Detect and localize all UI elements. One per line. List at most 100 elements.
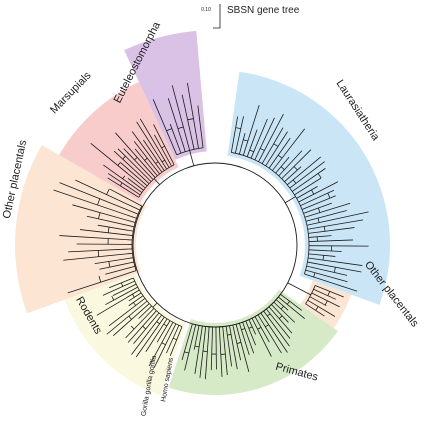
branch-leaf-marsupials: [127, 177, 144, 191]
branch-leaf-laurasiatheria: [275, 156, 290, 174]
branch-leaf-marsupials: [131, 131, 163, 173]
branch-leaf-other-placentals-left: [109, 188, 142, 207]
branch-leaf-laurasiatheria: [281, 149, 312, 180]
sector-laurasiatheria: [227, 71, 391, 305]
branch-node-rodents: [111, 296, 115, 301]
branch-leaf-marsupials: [153, 134, 172, 167]
branch-leaf-rodents: [102, 280, 135, 296]
scale-bar: 0.10: [201, 4, 221, 29]
branch-leaf-laurasiatheria: [305, 210, 347, 222]
branch-leaf-primates: [239, 323, 250, 356]
branch-leaf-other-placentals-right: [305, 303, 325, 317]
branch-leaf-euteleostomorpha: [169, 123, 182, 154]
branch-leaf-laurasiatheria: [304, 273, 358, 292]
branch-node-marsupials: [117, 162, 121, 166]
branch-leaf-laurasiatheria: [289, 161, 325, 189]
branch-leaf-rodents: [133, 312, 160, 344]
branch-leaf-primates: [194, 325, 203, 375]
branch-leaf-marsupials: [133, 141, 160, 175]
branch-leaf-primates: [251, 317, 272, 357]
branch-leaf-laurasiatheria: [250, 118, 268, 159]
branch-leaf-laurasiatheria: [265, 131, 288, 167]
branch-leaf-rodents: [108, 277, 134, 289]
branch-node-laurasiatheria: [317, 173, 322, 179]
branch-leaf-euteleostomorpha: [187, 82, 199, 149]
branch-leaf-laurasiatheria: [294, 177, 322, 196]
branch-leaf-laurasiatheria: [306, 211, 369, 226]
branch-arc-rodents: [133, 277, 183, 327]
branch-leaf-rodents: [169, 326, 183, 356]
branch-leaf-laurasiatheria: [261, 127, 284, 164]
branch-leaf-laurasiatheria: [258, 113, 284, 162]
branch-leaf-laurasiatheria: [230, 116, 239, 153]
branch-leaf-laurasiatheria: [308, 239, 354, 242]
branch-leaf-marsupials: [107, 177, 139, 198]
branch-stem-other-placentals-right: [287, 282, 311, 296]
branch-leaf-laurasiatheria: [308, 249, 342, 252]
branch-leaf-laurasiatheria: [238, 133, 246, 155]
branch-stem-laurasiatheria: [285, 196, 296, 204]
branch-leaf-primates: [280, 294, 303, 311]
branch-leaf-laurasiatheria: [307, 261, 362, 273]
branch-leaf-other-placentals-left: [72, 204, 136, 223]
branch-stem-euteleostomorpha: [189, 150, 195, 166]
branch-leaf-primates: [242, 322, 255, 354]
branch-leaf-rodents: [127, 310, 157, 343]
branch-leaf-laurasiatheria: [307, 219, 364, 230]
branch-leaf-laurasiatheria: [308, 253, 336, 257]
branch-leaf-rodents: [96, 289, 140, 316]
branch-leaf-rodents: [128, 295, 144, 307]
branch-leaf-primates: [229, 325, 238, 370]
branch-leaf-euteleostomorpha: [167, 98, 186, 152]
branch-leaf-rodents: [112, 283, 137, 297]
branch-leaf-rodents: [108, 298, 146, 327]
branch-leaf-laurasiatheria: [246, 129, 258, 157]
branch-leaf-primates: [278, 296, 305, 319]
branch-leaf-primates: [273, 301, 296, 323]
branch-leaf-marsupials: [113, 150, 150, 184]
branch-leaf-laurasiatheria: [303, 202, 332, 214]
branch-leaf-primates: [210, 326, 213, 371]
branch-leaf-primates: [222, 326, 228, 376]
branch-leaf-laurasiatheria: [308, 227, 355, 234]
branch-leaf-primates: [193, 325, 200, 350]
branch-leaf-laurasiatheria: [304, 202, 351, 218]
branch-leaf-primates: [181, 323, 193, 361]
branch-leaf-marsupials: [120, 162, 148, 187]
figure-title: SBSN gene tree: [227, 5, 300, 16]
branch-leaf-rodents: [138, 305, 152, 319]
branch-stem-marsupials: [153, 178, 160, 185]
branch-leaf-marsupials: [115, 132, 156, 178]
branch-leaf-rodents: [105, 286, 138, 306]
branch-node-other-placentals-left: [106, 188, 110, 195]
branch-leaf-primates: [184, 324, 197, 371]
branch-leaf-primates: [235, 324, 250, 373]
sector-other-placentals-left: [14, 145, 147, 314]
branch-leaf-rodents: [153, 323, 177, 368]
branch-leaf-rodents: [156, 320, 171, 343]
branch-leaf-euteleostomorpha: [181, 94, 195, 150]
branch-leaf-laurasiatheria: [291, 168, 326, 192]
branch-leaf-other-placentals-right: [309, 296, 327, 307]
branch-leaf-marsupials: [123, 148, 154, 180]
branch-leaf-marsupials: [153, 124, 175, 165]
branch-leaf-marsupials: [107, 173, 141, 196]
branch-leaf-rodents: [106, 300, 148, 335]
branch-leaf-other-placentals-left: [75, 179, 140, 211]
branch-leaf-rodents: [148, 322, 174, 367]
branch-leaf-marsupials: [136, 121, 168, 170]
branch-leaf-primates: [218, 326, 223, 377]
branch-leaf-laurasiatheria: [301, 195, 336, 210]
branch-leaf-laurasiatheria: [284, 166, 302, 183]
branch-leaf-rodents: [135, 316, 165, 358]
branch-leaf-other-placentals-left: [63, 252, 133, 261]
branch-leaf-marsupials: [143, 139, 165, 171]
branch-leaf-primates: [263, 310, 290, 347]
branch-leaf-other-placentals-left: [68, 248, 133, 253]
branch-leaf-marsupials: [139, 118, 170, 168]
branch-leaf-primates: [232, 324, 242, 361]
branch-leaf-primates: [199, 326, 207, 378]
branch-leaf-laurasiatheria: [296, 186, 318, 199]
branch-leaf-rodents: [128, 292, 142, 302]
branch-leaf-primates: [275, 299, 289, 311]
